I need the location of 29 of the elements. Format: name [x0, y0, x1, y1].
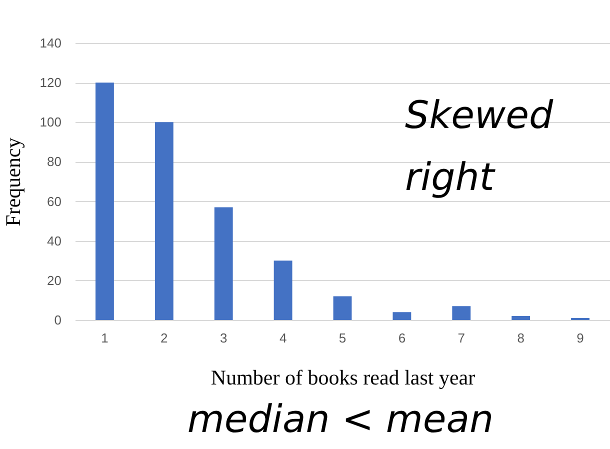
x-tick-label: 7: [458, 330, 466, 346]
x-tick-label: 1: [101, 330, 108, 346]
x-axis-title: Number of books read last year: [210, 366, 476, 390]
bar: [392, 312, 412, 320]
bar: [214, 207, 233, 320]
y-tick-label: 100: [40, 114, 62, 130]
bar: [333, 296, 352, 320]
y-tick-label: 60: [47, 194, 62, 209]
y-tick-label: 140: [40, 36, 62, 50]
x-tick-label: 5: [338, 330, 346, 346]
x-tick-label: 2: [160, 330, 168, 346]
y-tick-label: 40: [47, 233, 62, 248]
x-tick-label: 6: [398, 330, 406, 346]
bar: [154, 122, 174, 320]
bar: [512, 316, 530, 320]
bar: [452, 306, 471, 320]
y-tick-label: 80: [47, 154, 62, 170]
text: median < mean: [187, 397, 494, 441]
x-tick-label: 4: [279, 330, 287, 346]
y-tick-label: 120: [40, 75, 62, 90]
x-tick-label: 8: [517, 330, 524, 346]
x-tick-label: 3: [220, 330, 228, 346]
bar: [274, 260, 292, 320]
annotation: Skewed right: [405, 93, 554, 199]
bar: [96, 82, 114, 320]
y-tick-label: 20: [47, 272, 62, 288]
x-tick-label: 9: [576, 330, 584, 346]
y-axis-title: Frequency: [0, 137, 25, 226]
y-tick-label: 0: [54, 312, 62, 328]
